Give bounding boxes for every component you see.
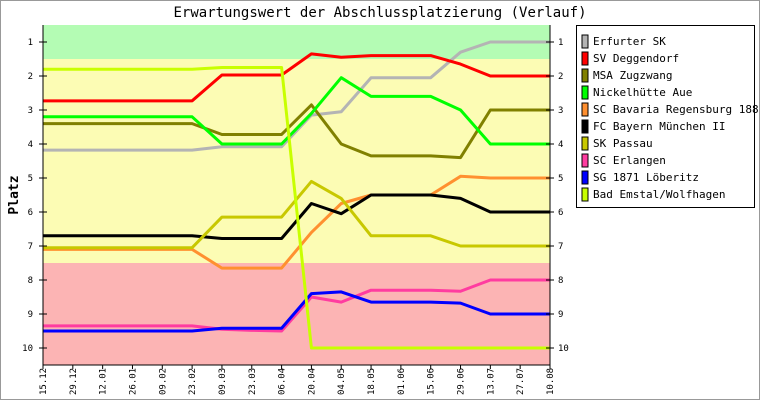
- legend-label: Nickelhütte Aue: [593, 86, 692, 99]
- y-tick-label: 6: [558, 208, 563, 218]
- legend-label: SC Erlangen: [593, 154, 666, 167]
- legend-label: SC Bavaria Regensburg 1881: [593, 103, 760, 116]
- zone-band: [43, 59, 550, 263]
- y-tick-label: 6: [28, 208, 33, 218]
- x-tick-label: 09.02: [158, 368, 168, 395]
- x-tick-label: 10.08: [546, 368, 556, 395]
- legend-swatch: [581, 68, 589, 83]
- series-line: [43, 40, 550, 152]
- x-tick-label: 15.06: [427, 368, 437, 395]
- y-tick-label: 7: [558, 242, 563, 252]
- legend-label: Bad Emstal/Wolfhagen: [593, 188, 725, 201]
- y-tick-label: 8: [558, 276, 563, 286]
- legend-label: Erfurter SK: [593, 35, 666, 48]
- x-tick-label: 04.05: [337, 368, 347, 395]
- y-tick-label: 3: [558, 106, 563, 116]
- legend-box: [576, 25, 755, 208]
- zone-band: [43, 25, 550, 59]
- legend-swatch: [581, 136, 589, 151]
- y-tick-label: 4: [558, 140, 563, 150]
- x-tick-label: 18.05: [367, 368, 377, 395]
- x-tick-label: 13.07: [486, 368, 496, 395]
- legend-swatch: [581, 187, 589, 202]
- chart-title: Erwartungswert der Abschlussplatzierung …: [173, 5, 586, 21]
- x-tick-label: 23.03: [248, 368, 258, 395]
- x-tick-label: 29.06: [457, 368, 467, 395]
- series-line: [43, 290, 550, 333]
- x-tick-label: 09.03: [218, 368, 228, 395]
- y-tick-label: 1: [28, 38, 33, 48]
- series-line: [43, 174, 550, 270]
- series-line: [43, 278, 550, 333]
- x-tick-label: 20.04: [307, 368, 317, 395]
- legend-label: MSA Zugzwang: [593, 69, 672, 82]
- legend-swatch: [581, 34, 589, 49]
- y-tick-label: 7: [28, 242, 33, 252]
- y-tick-label: 8: [28, 276, 33, 286]
- legend-swatch: [581, 51, 589, 66]
- y-tick-label: 3: [28, 106, 33, 116]
- x-tick-label: 15.12: [39, 368, 49, 395]
- legend-label: SK Passau: [593, 137, 653, 150]
- legend-swatch: [581, 85, 589, 100]
- y-tick-label: 10: [558, 344, 569, 354]
- y-tick-label: 4: [28, 140, 33, 150]
- legend-swatch: [581, 119, 589, 134]
- series-line: [43, 52, 550, 103]
- y-axis-label: Platz: [7, 175, 22, 214]
- x-tick-label: 01.06: [397, 368, 407, 395]
- x-tick-label: 12.01: [99, 368, 109, 395]
- y-tick-label: 5: [558, 174, 563, 184]
- legend-label: FC Bayern München II: [593, 120, 725, 133]
- legend-label: SV Deggendorf: [593, 52, 679, 65]
- x-tick-label: 26.01: [128, 368, 138, 395]
- y-tick-label: 5: [28, 174, 33, 184]
- x-tick-label: 23.02: [188, 368, 198, 395]
- y-tick-label: 9: [558, 310, 563, 320]
- legend-swatch: [581, 153, 589, 168]
- x-tick-label: 27.07: [516, 368, 526, 395]
- y-tick-label: 2: [558, 72, 563, 82]
- legend-label: SG 1871 Löberitz: [593, 171, 699, 184]
- series-line: [43, 76, 550, 146]
- legend-swatch: [581, 102, 589, 117]
- y-tick-label: 2: [28, 72, 33, 82]
- y-tick-label: 1: [558, 38, 563, 48]
- x-tick-label: 29.12: [69, 368, 79, 395]
- y-tick-label: 10: [22, 344, 33, 354]
- series-line: [43, 103, 550, 160]
- x-tick-label: 06.04: [278, 368, 288, 395]
- legend-swatch: [581, 170, 589, 185]
- y-tick-label: 9: [28, 310, 33, 320]
- series-line: [43, 66, 550, 350]
